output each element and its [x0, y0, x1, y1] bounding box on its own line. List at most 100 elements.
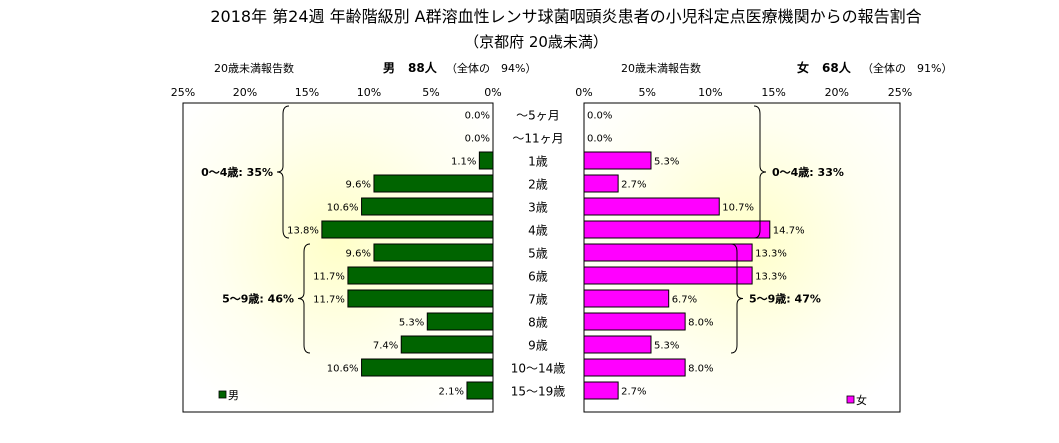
female-bar: [583, 174, 619, 193]
female-group-bracket: [730, 243, 744, 354]
right-tick-label: 25%: [888, 86, 912, 99]
male-group-label: 5～9歳: 46%: [222, 292, 294, 306]
category-label: 7歳: [528, 293, 548, 307]
right-tick-label: 15%: [761, 86, 785, 99]
female-value-label: 6.7%: [672, 295, 697, 306]
female-value-label: 13.3%: [755, 272, 787, 283]
female-bar: [583, 312, 686, 331]
male-value-label: 2.1%: [439, 387, 464, 398]
left-tick-label: 5%: [422, 86, 439, 99]
category-label: ～11ヶ月: [512, 132, 563, 146]
male-group-bracket: [297, 243, 311, 354]
male-bar: [361, 197, 494, 216]
male-value-label: 5.3%: [399, 318, 424, 329]
female-bar: [583, 335, 652, 354]
category-label: 8歳: [528, 316, 548, 330]
female-bar: [583, 289, 670, 308]
category-label: 10～14歳: [511, 362, 566, 376]
female-value-label: 8.0%: [688, 364, 713, 375]
left-series-bars: 0.0% 0.0% 1.1% 9.6% 10.6% 13.8% 9.6% 11.7% 11.7%…: [287, 111, 494, 400]
male-value-label: 9.6%: [346, 249, 371, 260]
category-label: 15～19歳: [511, 385, 566, 399]
male-group-label: 0～4歳: 35%: [201, 165, 273, 179]
female-bar: [583, 243, 753, 262]
female-value-label: 14.7%: [773, 226, 805, 237]
male-bar: [347, 266, 494, 285]
male-value-label: 7.4%: [373, 341, 398, 352]
right-axis-ticks: 0% 5% 10% 15% 20% 25%: [575, 86, 912, 99]
male-value-label: 10.6%: [327, 364, 359, 375]
female-bar: [583, 197, 720, 216]
male-value-label: 0.0%: [465, 111, 490, 122]
female-value-label: 2.7%: [621, 387, 646, 398]
right-tick-label: 10%: [698, 86, 722, 99]
male-value-label: 9.6%: [346, 180, 371, 191]
female-group-label: 5～9歳: 47%: [749, 292, 821, 306]
male-value-label: 11.7%: [313, 295, 345, 306]
category-label: 2歳: [528, 178, 548, 192]
group-brackets: 0～4歳: 35% 5～9歳: 46% 0～4歳: 33% 5～9歳: 47%: [201, 105, 844, 354]
right-header-label: 20歳未満報告数: [621, 62, 701, 75]
female-bar: [583, 358, 686, 377]
right-header-note: （全体の 91%）: [862, 61, 952, 75]
male-value-label: 13.8%: [287, 226, 319, 237]
male-bar: [347, 289, 494, 308]
left-tick-label: 25%: [171, 86, 195, 99]
legend-male-label: 男: [228, 389, 239, 402]
category-labels: ～5ヶ月 ～11ヶ月 1歳 2歳 3歳 4歳 5歳 6歳 7歳 8歳 9歳 10～14歳 15～19歳: [511, 109, 566, 399]
male-bar: [361, 358, 494, 377]
left-tick-label: 0%: [484, 86, 501, 99]
category-label: 4歳: [528, 224, 548, 238]
category-label: 3歳: [528, 201, 548, 215]
male-value-label: 11.7%: [313, 272, 345, 283]
female-group-label: 0～4歳: 33%: [772, 165, 844, 179]
female-bar: [583, 381, 619, 400]
female-value-label: 13.3%: [755, 249, 787, 260]
left-tick-label: 20%: [233, 86, 257, 99]
male-bar: [373, 243, 494, 262]
female-value-label: 10.7%: [722, 203, 754, 214]
female-value-label: 0.0%: [587, 134, 612, 145]
female-group-bracket: [753, 105, 767, 239]
right-tick-label: 5%: [638, 86, 655, 99]
female-value-label: 0.0%: [587, 111, 612, 122]
left-header-label: 20歳未満報告数: [214, 62, 294, 75]
left-tick-label: 15%: [295, 86, 319, 99]
category-label: 9歳: [528, 339, 548, 353]
male-value-label: 10.6%: [327, 203, 359, 214]
right-header-sex: 女: [797, 60, 809, 75]
left-header-count: 88人: [408, 60, 438, 75]
right-series-bars: 0.0% 0.0% 5.3% 2.7% 10.7% 14.7% 13.3% 13.3% 6.7%…: [583, 111, 805, 400]
left-header-sex: 男: [383, 61, 395, 75]
left-axis-ticks: 0% 5% 10% 15% 20% 25%: [171, 86, 502, 99]
right-tick-label: 0%: [575, 86, 592, 99]
right-header-count: 68人: [822, 60, 852, 75]
category-label: 5歳: [528, 247, 548, 261]
male-group-bracket: [276, 105, 290, 239]
male-value-label: 1.1%: [451, 157, 476, 168]
male-bar: [321, 220, 494, 239]
female-value-label: 5.3%: [654, 157, 679, 168]
left-header-note: （全体の 94%）: [446, 61, 536, 75]
left-tick-label: 10%: [357, 86, 381, 99]
male-bar: [426, 312, 494, 331]
right-tick-label: 20%: [825, 86, 849, 99]
legend-male-swatch: [218, 390, 227, 399]
male-value-label: 0.0%: [465, 134, 490, 145]
male-bar: [478, 151, 494, 170]
category-label: 6歳: [528, 270, 548, 284]
category-label: 1歳: [528, 155, 548, 169]
female-value-label: 2.7%: [621, 180, 646, 191]
male-bar: [400, 335, 494, 354]
female-value-label: 8.0%: [688, 318, 713, 329]
female-bar: [583, 220, 771, 239]
chart-title: 2018年 第24週 年齢階級別 A群溶血性レンサ球菌咽頭炎患者の小児科定点医療…: [210, 7, 921, 26]
male-bar: [466, 381, 494, 400]
legend-female-swatch: [846, 395, 855, 404]
female-bar: [583, 151, 652, 170]
legend-female-label: 女: [856, 393, 867, 407]
category-label: ～5ヶ月: [516, 109, 560, 123]
chart-subtitle: （京都府 20歳未満）: [464, 33, 608, 51]
male-bar: [373, 174, 494, 193]
